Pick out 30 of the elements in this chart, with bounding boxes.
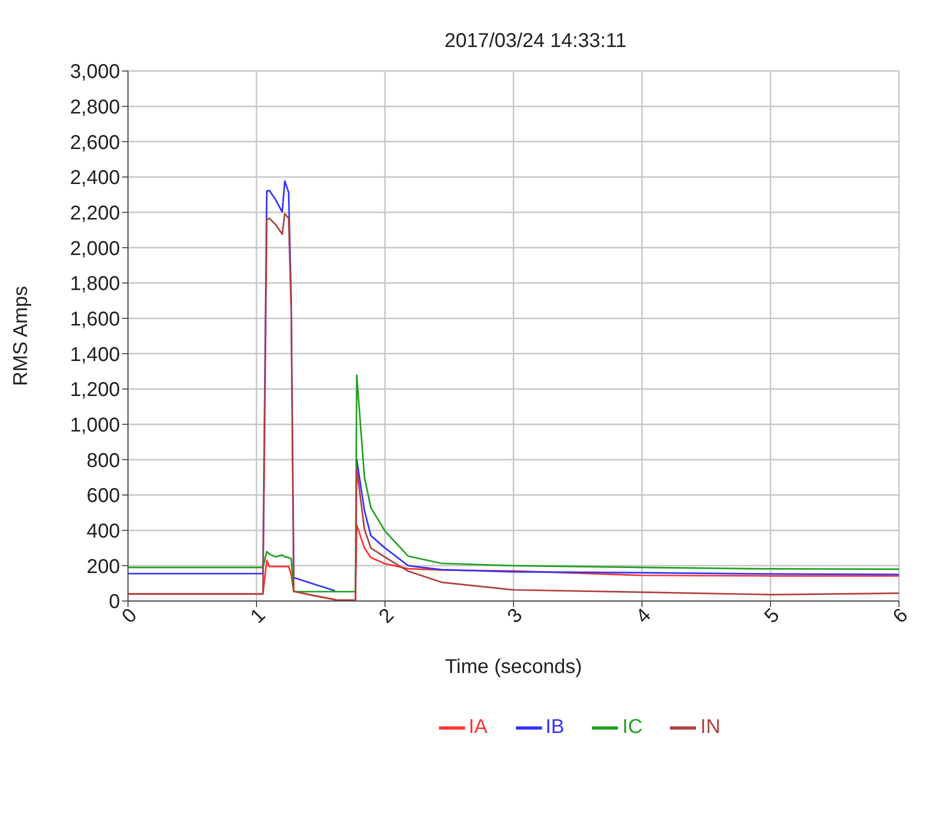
y-tick-label: 1,000 <box>70 414 120 436</box>
y-axis-title: RMS Amps <box>10 286 32 386</box>
x-tick-label: 2 <box>375 604 398 628</box>
x-tick-label: 3 <box>504 604 527 628</box>
x-tick-label: 1 <box>246 604 270 628</box>
y-tick-label: 800 <box>86 450 120 472</box>
y-tick-label: 2,000 <box>70 238 120 260</box>
y-tick-label: 400 <box>86 520 120 542</box>
legend-label: IA <box>468 716 488 738</box>
legend-label: IB <box>546 716 564 738</box>
y-tick-label: 3,000 <box>70 61 120 84</box>
y-tick-label: 1,600 <box>70 308 120 330</box>
y-tick-label: 1,400 <box>70 344 120 366</box>
x-tick-label: 4 <box>632 604 656 628</box>
chart-title: 2017/03/24 14:33:11 <box>443 30 628 53</box>
y-tick-label: 200 <box>86 556 120 578</box>
y-tick-label: 2,200 <box>70 202 120 224</box>
y-tick-label: 2,400 <box>70 167 120 190</box>
y-tick-label: 1,200 <box>70 379 120 402</box>
line-series <box>128 374 899 592</box>
x-tick-label: 5 <box>760 604 784 628</box>
legend-label: IN <box>700 716 720 738</box>
y-tick-label: 600 <box>86 485 120 508</box>
x-tick-label: 0 <box>118 604 142 628</box>
x-tick-label: 6 <box>889 604 912 628</box>
y-tick-label: 1,800 <box>70 273 120 296</box>
x-axis-title: Time (seconds) <box>444 656 582 678</box>
legend-label: IC <box>622 716 642 738</box>
y-tick-label: 2,800 <box>70 96 120 118</box>
y-tick-label: 2,600 <box>70 132 120 154</box>
